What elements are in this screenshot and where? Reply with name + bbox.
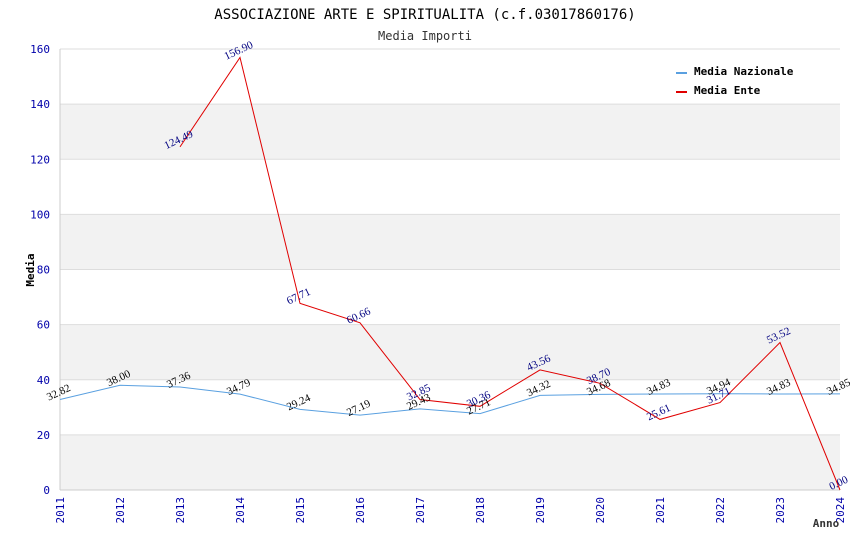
y-tick-label: 160: [30, 43, 50, 56]
y-tick-label: 80: [37, 264, 50, 277]
y-tick-label: 140: [30, 98, 50, 111]
y-tick-label: 0: [43, 484, 50, 497]
x-tick-label: 2017: [414, 497, 427, 524]
band: [60, 324, 840, 380]
x-tick-label: 2018: [474, 497, 487, 524]
x-tick-label: 2019: [534, 497, 547, 524]
band: [60, 159, 840, 215]
band: [60, 214, 840, 270]
legend-label-media-ente: Media Ente: [694, 84, 761, 97]
legend-box: [669, 59, 810, 101]
y-tick-label: 40: [37, 374, 50, 387]
x-tick-label: 2015: [294, 497, 307, 524]
x-tick-label: 2013: [174, 497, 187, 524]
series-line-media-ente: [179, 56, 841, 491]
x-tick-label: 2011: [54, 497, 67, 524]
background-bands: [60, 49, 840, 490]
band: [60, 104, 840, 160]
chart-title: ASSOCIAZIONE ARTE E SPIRITUALITA (c.f.03…: [214, 7, 635, 23]
series-line-media-nazionale: [59, 384, 841, 416]
x-axis-ticks: 2011 2012 2013 2014 2015 2016 2017 2018 2019 2020…: [54, 497, 847, 524]
y-tick-label: 100: [30, 208, 50, 221]
x-tick-label: 2014: [234, 497, 247, 524]
x-tick-label: 2024: [834, 497, 847, 524]
x-tick-label: 2022: [714, 497, 727, 524]
x-axis-label: Anno: [813, 517, 840, 530]
band: [60, 434, 840, 490]
x-tick-label: 2020: [594, 497, 607, 524]
legend-label-media-nazionale: Media Nazionale: [694, 65, 794, 78]
x-tick-label: 2016: [354, 497, 367, 524]
y-tick-label: 20: [37, 429, 50, 442]
legend: Media Nazionale Media Ente: [669, 59, 810, 101]
y-axis-label: Media: [24, 253, 37, 286]
y-tick-label: 120: [30, 153, 50, 166]
y-axis-ticks: 0 20 40 60 80 100 120 140 160: [30, 43, 50, 497]
series-lines: [59, 56, 841, 491]
y-tick-label: 60: [37, 319, 50, 332]
x-tick-label: 2023: [774, 497, 787, 524]
chart-subtitle: Media Importi: [378, 29, 472, 43]
band: [60, 379, 840, 435]
x-tick-label: 2021: [654, 497, 667, 524]
grid-lines: [59, 48, 840, 491]
x-tick-label: 2012: [114, 497, 127, 524]
band: [60, 269, 840, 325]
